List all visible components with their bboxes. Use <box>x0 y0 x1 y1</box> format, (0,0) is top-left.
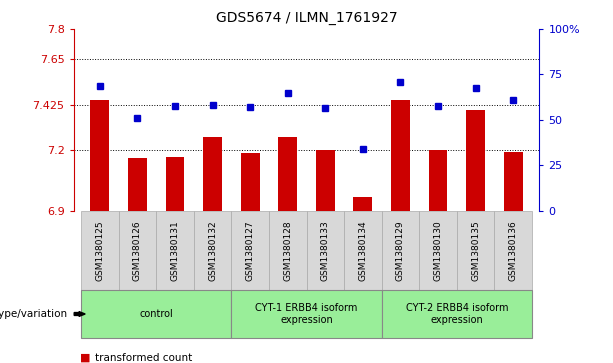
Text: GSM1380136: GSM1380136 <box>509 220 517 281</box>
Text: GSM1380134: GSM1380134 <box>359 220 367 281</box>
Text: CYT-1 ERBB4 isoform
expression: CYT-1 ERBB4 isoform expression <box>255 303 358 325</box>
Bar <box>316 150 335 211</box>
Bar <box>241 153 259 211</box>
Text: GSM1380135: GSM1380135 <box>471 220 480 281</box>
Text: GSM1380130: GSM1380130 <box>433 220 443 281</box>
Bar <box>391 99 410 211</box>
Text: GSM1380132: GSM1380132 <box>208 220 217 281</box>
Text: transformed count: transformed count <box>95 352 192 363</box>
Bar <box>166 157 185 211</box>
Bar <box>466 110 485 211</box>
Text: control: control <box>139 309 173 319</box>
Bar <box>203 137 222 211</box>
Text: GSM1380127: GSM1380127 <box>246 220 254 281</box>
Title: GDS5674 / ILMN_1761927: GDS5674 / ILMN_1761927 <box>216 11 397 25</box>
Text: GSM1380133: GSM1380133 <box>321 220 330 281</box>
Bar <box>354 197 372 211</box>
Bar <box>504 152 522 211</box>
Text: ■: ■ <box>80 352 90 363</box>
Bar <box>128 158 147 211</box>
Bar <box>428 150 447 211</box>
Bar <box>91 99 109 211</box>
Bar <box>278 137 297 211</box>
Text: CYT-2 ERBB4 isoform
expression: CYT-2 ERBB4 isoform expression <box>406 303 508 325</box>
Text: GSM1380128: GSM1380128 <box>283 220 292 281</box>
Text: genotype/variation: genotype/variation <box>0 309 67 319</box>
Text: GSM1380131: GSM1380131 <box>170 220 180 281</box>
Text: GSM1380125: GSM1380125 <box>96 220 104 281</box>
Text: GSM1380129: GSM1380129 <box>396 220 405 281</box>
Text: GSM1380126: GSM1380126 <box>133 220 142 281</box>
